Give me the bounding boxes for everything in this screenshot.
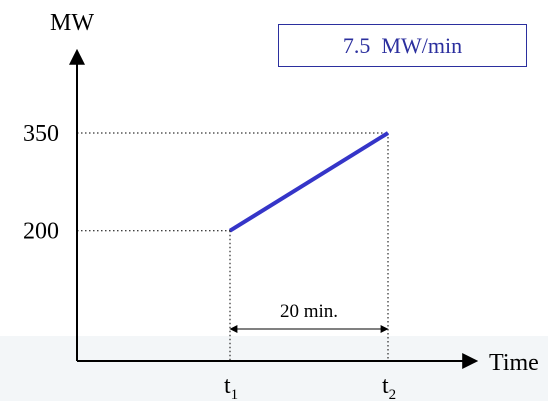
- series-group: [228, 131, 390, 233]
- y-tick-labels: 200 350: [23, 121, 59, 245]
- rate-label-box: 7.5 MW/min: [278, 24, 527, 67]
- y-axis-label: MW: [50, 10, 94, 36]
- x-tick-label-2: t2: [382, 373, 396, 401]
- x-tick-label-1: t1: [224, 373, 238, 401]
- footer-band: [0, 336, 548, 401]
- ramp-line: [228, 131, 390, 233]
- y-tick-label-350: 350: [23, 121, 59, 147]
- interval-annotation: 20 min.: [229, 301, 389, 333]
- guide-lines: [77, 132, 389, 361]
- interval-label: 20 min.: [280, 301, 338, 322]
- x-tick-labels: t1 t2: [224, 373, 396, 401]
- axes: [69, 48, 479, 369]
- y-tick-label-200: 200: [23, 219, 59, 245]
- x-axis-label: Time: [489, 350, 539, 376]
